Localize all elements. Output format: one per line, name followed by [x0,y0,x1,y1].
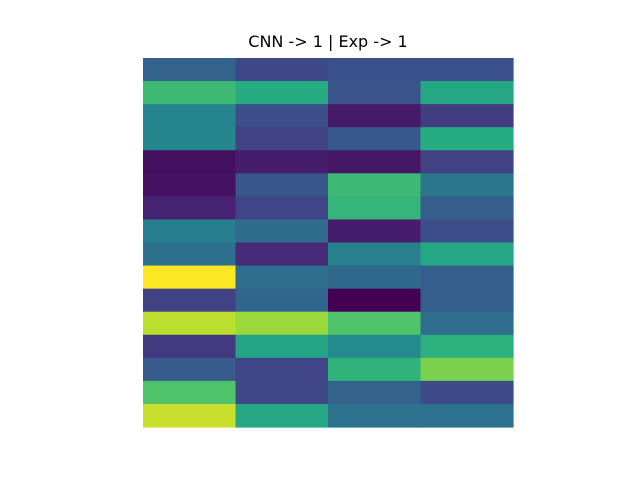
heatmap-cell [328,265,422,290]
heatmap-cell [328,150,422,174]
heatmap-cell [328,127,422,151]
heatmap-cell [235,196,329,221]
heatmap-cell [420,403,514,428]
heatmap-cell [143,81,237,105]
heatmap-cell [328,219,422,244]
heatmap-cell [328,196,422,221]
heatmap-cell [420,265,514,290]
heatmap-cell [235,242,329,267]
heatmap-cell [328,403,422,428]
heatmap-cell [235,219,329,244]
heatmap-cell [420,311,514,336]
heatmap-cell [328,380,422,405]
heatmap-cell [328,311,422,336]
heatmap-cell [235,127,329,151]
heatmap-cell [420,380,514,405]
heatmap-cell [328,104,422,128]
heatmap-cell [143,357,237,382]
heatmap-cell [143,150,237,174]
heatmap-cell [235,58,329,82]
heatmap-cell [143,311,237,336]
heatmap-cell [235,334,329,359]
chart-title: CNN -> 1 | Exp -> 1 [248,32,408,51]
heatmap-cell [420,173,514,197]
heatmap-cell [143,265,237,290]
heatmap-cell [235,265,329,290]
heatmap-cell [420,334,514,359]
heatmap-cell [420,219,514,244]
heatmap-cell [143,219,237,244]
heatmap-cell [420,81,514,105]
heatmap-cell [143,403,237,428]
heatmap-cell [420,288,514,313]
heatmap-cell [143,127,237,151]
heatmap-cell [328,173,422,197]
heatmap-cell [235,173,329,197]
heatmap-cell [143,242,237,267]
heatmap-cell [143,173,237,197]
heatmap-cell [328,58,422,82]
heatmap-cell [328,81,422,105]
heatmap-cell [235,380,329,405]
heatmap-cell [235,104,329,128]
heatmap-cell [143,334,237,359]
heatmap-cell [420,150,514,174]
heatmap-cell [235,81,329,105]
heatmap-cell [420,357,514,382]
heatmap-cell [143,58,237,82]
heatmap-cell [143,104,237,128]
heatmap-cell [143,288,237,313]
heatmap-cell [420,242,514,267]
heatmap-cell [235,150,329,174]
heatmap-cell [143,196,237,221]
heatmap-cell [235,357,329,382]
heatmap-cell [420,58,514,82]
heatmap-cell [420,127,514,151]
heatmap-cell [420,104,514,128]
heatmap-cell [235,403,329,428]
heatmap-cell [420,196,514,221]
heatmap-cell [328,288,422,313]
heatmap-cell [143,380,237,405]
heatmap-cell [235,311,329,336]
heatmap-cell [328,242,422,267]
heatmap-cell [328,357,422,382]
heatmap-cell [328,334,422,359]
heatmap-cell [235,288,329,313]
